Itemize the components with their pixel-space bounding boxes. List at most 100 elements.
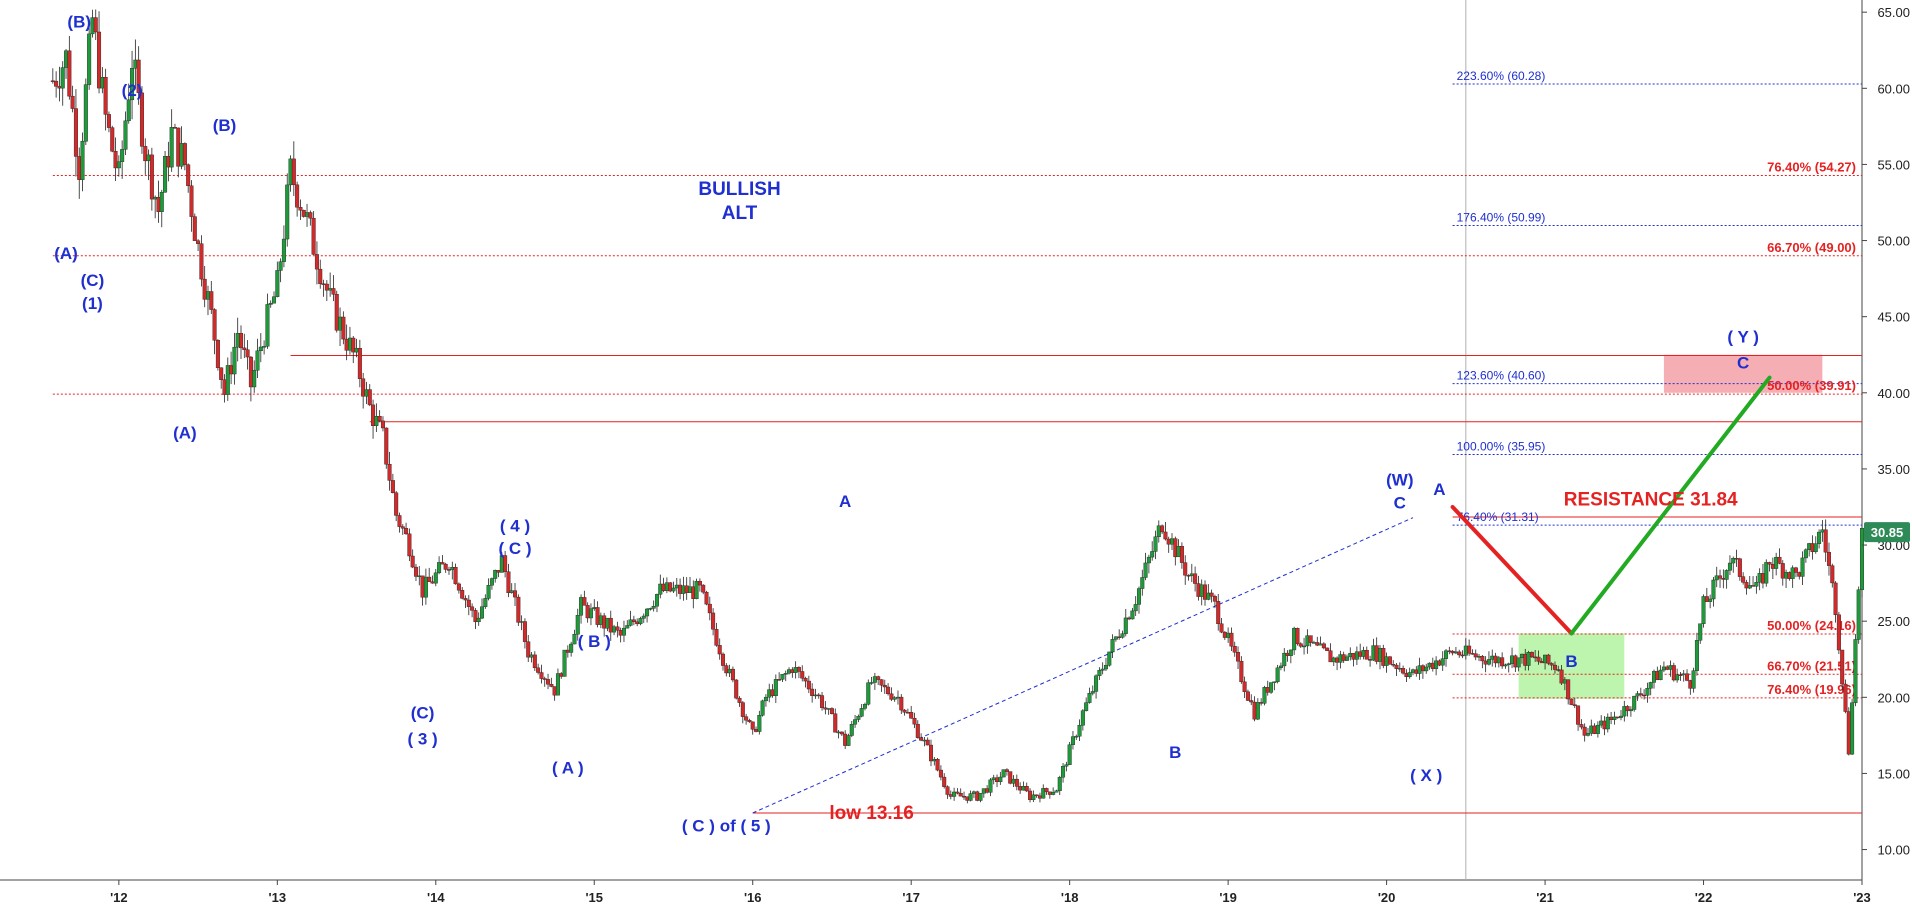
- candle-body: [968, 793, 973, 801]
- candle-body: [50, 80, 55, 82]
- candle-body: [1236, 652, 1241, 662]
- candle-body: [981, 788, 986, 794]
- level-label-3: 66.70% (49.00): [1767, 240, 1856, 255]
- wave-label-19: (W): [1386, 471, 1413, 490]
- candle-body: [354, 347, 359, 353]
- candle-body: [1371, 645, 1376, 661]
- candle-body: [262, 346, 267, 348]
- candle-body: [1486, 659, 1491, 665]
- candle-body: [456, 583, 461, 591]
- candle-body: [73, 108, 78, 157]
- candle-body: [480, 606, 485, 619]
- candle-body: [1384, 656, 1389, 666]
- candle-body: [476, 617, 481, 623]
- candle-body: [1189, 573, 1194, 577]
- candle-body: [945, 786, 950, 795]
- candle-body: [1605, 716, 1610, 730]
- candle-body: [268, 302, 273, 305]
- candle-body: [1817, 531, 1822, 544]
- wave-label-1: (2): [122, 81, 143, 100]
- x-tick-label-5: '17: [902, 890, 920, 905]
- y-tick-label-6: 40.00: [1877, 386, 1910, 401]
- candle-body: [724, 665, 729, 674]
- candle-body: [298, 207, 303, 211]
- candle-body: [1790, 567, 1795, 579]
- candle-body: [130, 68, 135, 101]
- candle-body: [420, 575, 425, 598]
- candle-body: [995, 777, 1000, 782]
- candle-body: [552, 686, 557, 696]
- candle-body: [156, 196, 161, 212]
- candle-body: [952, 791, 957, 797]
- candle-body: [1665, 666, 1670, 670]
- candle-body: [1354, 651, 1359, 660]
- candle-body: [1642, 694, 1647, 697]
- candle-body: [1615, 716, 1620, 719]
- candle-body: [747, 719, 752, 723]
- candle-body: [1160, 525, 1165, 533]
- level-label-8: 100.00% (35.95): [1457, 439, 1546, 453]
- candle-body: [1787, 572, 1792, 579]
- candle-body: [843, 733, 848, 746]
- candle-body: [1404, 672, 1409, 677]
- candle-body: [100, 77, 105, 89]
- candle-body: [1117, 636, 1122, 638]
- candle-body: [889, 693, 894, 700]
- candle-body: [1734, 557, 1739, 560]
- x-tick-label-9: '21: [1536, 890, 1554, 905]
- candle-body: [57, 86, 62, 89]
- candle-body: [67, 50, 72, 97]
- candle-body: [760, 700, 765, 716]
- candle-body: [1704, 596, 1709, 602]
- candle-body: [295, 184, 300, 208]
- candle-body: [60, 67, 65, 89]
- candle-body: [1265, 687, 1270, 693]
- candle-body: [1539, 661, 1544, 664]
- candle-body: [1701, 596, 1706, 624]
- candle-body: [1305, 635, 1310, 647]
- candle-body: [1562, 679, 1567, 684]
- candle-body: [314, 254, 319, 270]
- candle-body: [783, 673, 788, 675]
- candle-body: [202, 278, 207, 300]
- candle-body: [605, 617, 610, 629]
- candle-body: [1559, 669, 1564, 684]
- candle-body: [394, 492, 399, 516]
- candle-body: [1843, 683, 1848, 712]
- candle-body: [1328, 650, 1333, 663]
- candle-body: [519, 621, 524, 623]
- candle-body: [1047, 791, 1052, 795]
- candle-body: [205, 291, 210, 300]
- candle-body: [1628, 709, 1633, 712]
- candle-body: [116, 161, 121, 169]
- candle-body: [522, 621, 527, 642]
- candle-body: [232, 346, 237, 375]
- candle-body: [235, 333, 240, 348]
- candle-body: [1008, 771, 1013, 784]
- candle-body: [308, 212, 313, 219]
- candle-body: [1084, 702, 1089, 711]
- candle-body: [1216, 601, 1221, 625]
- candle-body: [1249, 700, 1254, 703]
- candle-body: [1272, 681, 1277, 683]
- candle-body: [1103, 665, 1108, 670]
- candle-body: [1727, 562, 1732, 571]
- candle-body: [1826, 551, 1831, 566]
- candle-body: [965, 796, 970, 801]
- candle-body: [77, 156, 82, 180]
- candle-body: [1797, 572, 1802, 577]
- candle-body: [146, 154, 151, 162]
- y-tick-label-9: 55.00: [1877, 157, 1910, 172]
- wave-label-12: ( 3 ): [407, 729, 437, 748]
- candle-body: [1239, 660, 1244, 683]
- y-tick-label-3: 25.00: [1877, 614, 1910, 629]
- candle-body: [430, 581, 435, 584]
- candle-body: [367, 389, 372, 406]
- candle-body: [899, 696, 904, 711]
- candle-body: [1602, 720, 1607, 730]
- candle-body: [258, 346, 263, 352]
- candle-body: [281, 238, 286, 262]
- candle-body: [1658, 669, 1663, 681]
